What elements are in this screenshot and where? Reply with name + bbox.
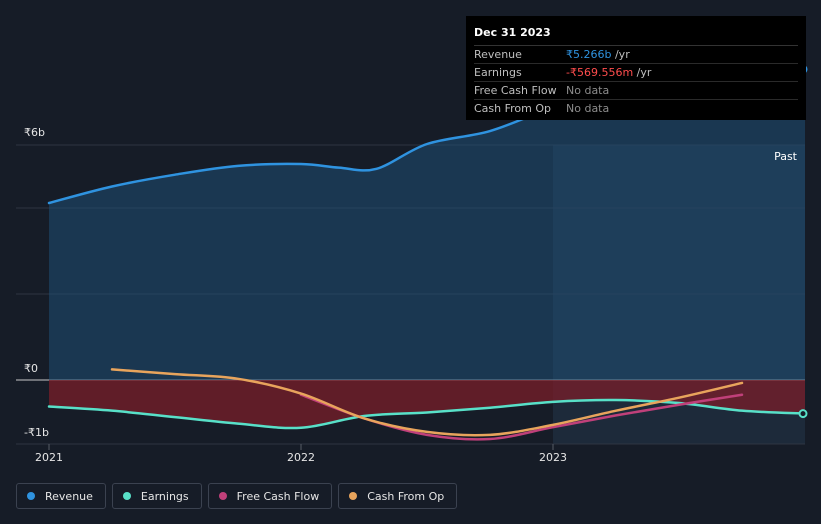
y-tick-label: -₹1b (24, 426, 49, 439)
earnings-line (47, 398, 807, 430)
x-tick-label: 2022 (287, 451, 315, 464)
cash-from-op-line (110, 368, 744, 437)
tooltip-date: Dec 31 2023 (474, 24, 798, 46)
legend-dot-icon (349, 492, 358, 500)
legend-item-revenue[interactable]: Revenue (16, 483, 106, 509)
y-tick-label: ₹6b (24, 126, 45, 139)
tooltip-row-value: ₹5.266b /yr (566, 48, 630, 61)
legend-item-cash-from-op[interactable]: Cash From Op (338, 483, 458, 509)
y-tick-label: ₹0 (24, 362, 38, 375)
legend-item-free-cash-flow[interactable]: Free Cash Flow (207, 483, 333, 509)
tooltip-row-label: Free Cash Flow (474, 84, 557, 97)
x-tick-label: 2023 (539, 451, 567, 464)
earnings-endpoint-marker (798, 409, 808, 419)
legend-label: Earnings (140, 489, 189, 503)
chart-legend: Revenue Earnings Free Cash Flow Cash From O… (16, 483, 458, 509)
tooltip-row-value: No data (566, 102, 610, 115)
legend-dot-icon (218, 492, 227, 500)
axis-labels: ₹6b ₹0 -₹1b 2021 2022 2023 Past (24, 126, 798, 464)
past-label: Past (774, 150, 798, 163)
tooltip-row-value: -₹569.556m /yr (566, 66, 652, 79)
earnings-area (49, 380, 805, 429)
hover-tooltip: Dec 31 2023 Revenue ₹5.266b /yr Earnings -₹… (466, 16, 806, 120)
legend-label: Free Cash Flow (236, 489, 320, 503)
revenue-area (49, 69, 805, 380)
legend-label: Revenue (45, 489, 93, 503)
tooltip-row: Cash From Op No data (474, 100, 798, 117)
x-tick-label: 2021 (35, 451, 63, 464)
tooltip-row-value: No data (566, 84, 610, 97)
tooltip-row-label: Revenue (474, 48, 522, 61)
legend-item-earnings[interactable]: Earnings (111, 483, 202, 509)
series-areas (49, 69, 805, 429)
tooltip-row-label: Cash From Op (474, 102, 552, 115)
tooltip-row-label: Earnings (474, 66, 522, 79)
legend-label: Cash From Op (367, 489, 445, 503)
tooltip-row: Revenue ₹5.266b /yr (474, 46, 798, 64)
legend-dot-icon (122, 492, 131, 500)
legend-dot-icon (27, 492, 35, 500)
tooltip-row: Earnings -₹569.556m /yr (474, 64, 798, 82)
tooltip-row: Free Cash Flow No data (474, 82, 798, 100)
